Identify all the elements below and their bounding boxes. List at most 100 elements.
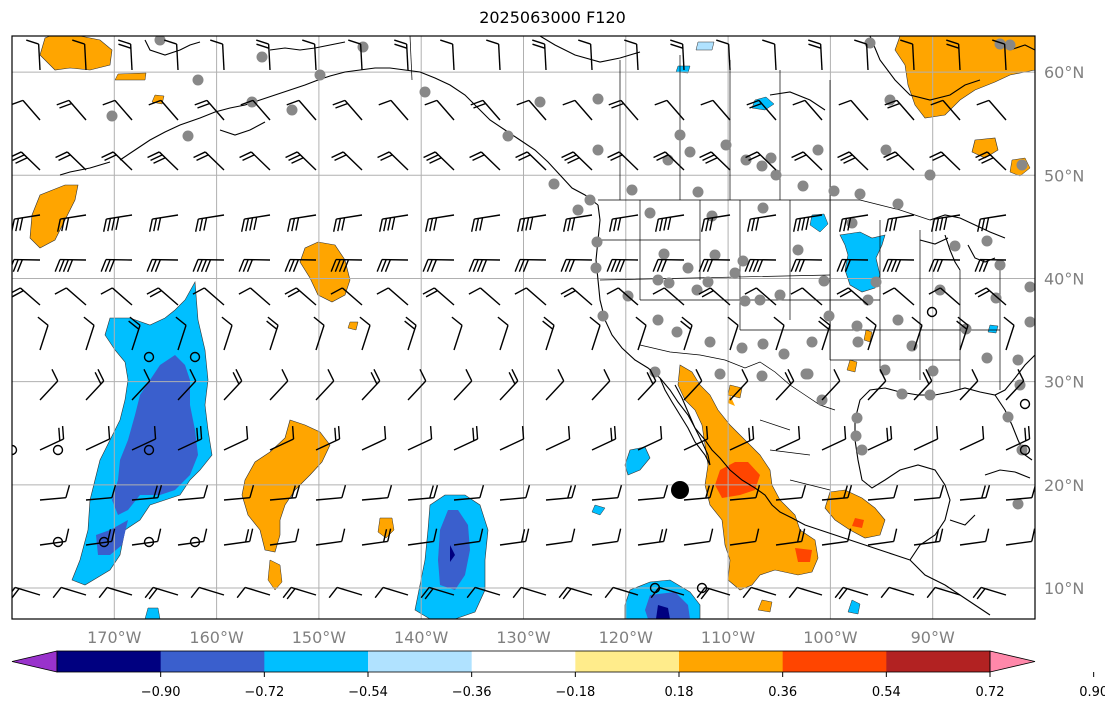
wind-barb <box>37 316 49 351</box>
wind-barb <box>562 214 593 232</box>
station-dot <box>419 86 431 98</box>
wind-barb <box>131 425 157 451</box>
wind-barb <box>836 258 869 273</box>
wind-barb <box>407 425 433 451</box>
station-dot <box>182 130 194 142</box>
wind-barb <box>1005 369 1025 401</box>
station-dot <box>1024 281 1035 293</box>
ocean-observation-marker <box>12 444 18 456</box>
colorbar-outline <box>56 650 991 673</box>
station-dot <box>591 236 603 248</box>
wind-barb <box>453 528 484 546</box>
colorbar-segment <box>679 651 784 672</box>
longitude-tick-label: 90°W <box>911 628 955 647</box>
wind-barb <box>589 316 601 351</box>
station-dot <box>1024 316 1035 328</box>
wind-barb <box>867 425 893 451</box>
station-dot <box>720 139 732 151</box>
wind-barb <box>746 214 777 232</box>
wind-barb <box>867 369 887 401</box>
wind-barb <box>637 528 668 546</box>
wind-barb <box>836 287 869 306</box>
wind-barb <box>470 99 501 121</box>
wind-barb <box>192 287 225 306</box>
wind-barb <box>680 316 693 351</box>
station-dot <box>757 202 769 214</box>
station-dot <box>548 178 560 190</box>
wind-barb <box>85 485 117 501</box>
colorbar-tick-label: −0.54 <box>348 685 388 700</box>
wind-barb <box>653 151 685 171</box>
wind-barb <box>683 485 715 501</box>
wind-barb <box>591 485 623 501</box>
wind-barb <box>144 586 179 600</box>
station-dot <box>854 188 866 200</box>
station-dot <box>981 235 993 247</box>
wind-barb <box>192 258 225 273</box>
wind-barb <box>424 214 455 232</box>
wind-barb <box>378 214 409 232</box>
station-dot <box>736 342 748 354</box>
wind-barb <box>269 528 300 546</box>
station-dot <box>812 144 824 156</box>
storm-center-marker <box>671 481 689 499</box>
wind-barb <box>54 287 87 306</box>
wind-barb <box>698 258 731 273</box>
wind-barb <box>177 485 209 501</box>
colorbar-tick-label: 0.18 <box>665 685 694 700</box>
wind-barb <box>1005 425 1031 451</box>
station-dot <box>584 194 596 206</box>
station-dot <box>818 275 830 287</box>
colorbar: −0.90 −0.72 −0.54 −0.36 −0.18 0.18 0.36 0.54 0.7… <box>11 650 1105 700</box>
wind-barb <box>515 151 547 171</box>
wind-barb <box>635 316 647 351</box>
wind-barb <box>148 99 179 121</box>
wind-barb <box>101 151 133 171</box>
wind-barb <box>128 316 141 351</box>
wind-barb <box>302 39 317 71</box>
wind-barb <box>284 258 317 273</box>
wind-barb <box>131 528 162 546</box>
station-dot <box>192 74 204 86</box>
wind-barb <box>913 485 945 501</box>
wind-barb <box>100 258 133 273</box>
colorbar-tick-label: −0.18 <box>555 685 595 700</box>
wind-barb <box>727 316 739 351</box>
wind-barb <box>468 258 501 273</box>
wind-barb <box>359 316 371 351</box>
station-dot <box>154 36 166 46</box>
station-dot <box>862 294 874 306</box>
wind-barb <box>175 316 187 351</box>
wind-barb <box>591 425 617 451</box>
wind-barb <box>928 258 961 273</box>
station-dot <box>572 204 584 216</box>
wind-barb <box>284 287 317 306</box>
station-dot <box>1016 444 1028 456</box>
wind-barb <box>26 39 41 71</box>
wind-barb <box>118 39 133 71</box>
wind-barb <box>637 425 663 451</box>
wind-barb <box>453 369 473 401</box>
wind-barb <box>407 485 439 501</box>
station-dot <box>592 93 604 105</box>
wind-barb <box>821 528 852 546</box>
wind-barb <box>928 287 961 306</box>
wind-barb <box>330 287 363 306</box>
station-dot <box>850 430 862 442</box>
station-dot <box>778 348 790 360</box>
station-dot <box>709 249 721 261</box>
wind-barb <box>637 485 669 501</box>
longitude-tick-label: 120°W <box>599 628 654 647</box>
wind-barb <box>624 39 639 71</box>
station-dot <box>246 96 258 108</box>
wind-barb <box>976 99 1007 121</box>
wind-barb <box>177 369 197 401</box>
station-dot <box>597 310 609 322</box>
wind-barb <box>194 214 225 232</box>
wind-barb <box>790 258 823 273</box>
wind-barb <box>223 369 243 401</box>
wind-barb <box>72 39 87 71</box>
wind-barb <box>361 485 393 501</box>
wind-barb <box>762 39 777 71</box>
